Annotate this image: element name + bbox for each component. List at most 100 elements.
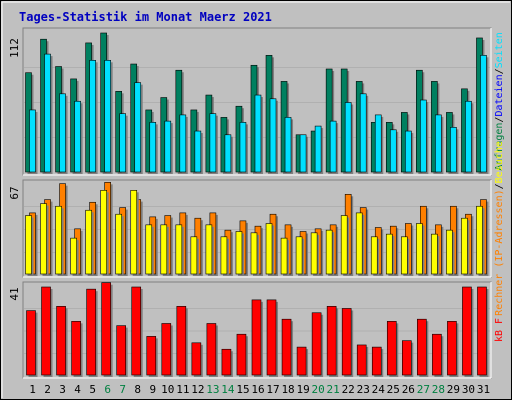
bar-kbf [86, 288, 98, 377]
bar-face [355, 212, 363, 275]
bar-face [119, 113, 126, 173]
bar-face [435, 114, 442, 173]
bar-face [280, 237, 288, 275]
bar-face [220, 236, 228, 275]
bar-face [235, 231, 243, 275]
bar-face [86, 288, 96, 376]
bar-files [44, 53, 53, 174]
bar-face [269, 98, 277, 173]
bar-face [104, 60, 111, 173]
bar-face [420, 99, 427, 173]
bar-visits [325, 229, 335, 276]
bar-files [269, 98, 279, 174]
bar-face [477, 286, 487, 376]
x-tick-label: 23 [357, 383, 370, 396]
bar-files [480, 55, 489, 174]
x-tick-label: 20 [312, 383, 325, 396]
bar-kbf [101, 282, 113, 377]
bar-visits [220, 236, 229, 276]
bar-face [179, 114, 187, 173]
bar-kbf [71, 321, 83, 377]
x-tick-label: 5 [89, 383, 96, 396]
legend-part: Besuche [494, 141, 505, 183]
bar-files [209, 113, 218, 174]
bars-top [25, 32, 489, 175]
series-legend-label: Rechner (IP-Adressen)/Besuche [494, 141, 505, 316]
bar-kbf [462, 286, 474, 377]
bar-face [164, 120, 172, 173]
bar-face [416, 223, 423, 275]
bar-face [134, 82, 142, 173]
bar-face [194, 130, 202, 173]
bar-face [145, 224, 153, 275]
x-tick-label: 8 [134, 383, 141, 396]
legend-part: / [494, 117, 505, 123]
bar-face [462, 286, 472, 376]
bar-face [461, 217, 468, 275]
x-tick-label: 3 [59, 383, 66, 396]
bar-kbf [311, 312, 324, 377]
bar-kbf [26, 310, 38, 377]
bar-kbf [477, 286, 489, 377]
bar-face [417, 318, 427, 376]
bar-face [432, 333, 442, 376]
bar-face [101, 282, 111, 376]
chart-panel-middle: 67 Rechner (IP-Adressen)/Besuche [8, 141, 505, 316]
bar-visits [265, 223, 275, 276]
bar-kbf [236, 333, 248, 377]
bar-face [190, 236, 198, 275]
bar-files [420, 99, 429, 174]
x-tick-label: 19 [296, 383, 309, 396]
x-tick-label: 28 [432, 383, 445, 396]
bar-files [239, 122, 248, 174]
bar-face [161, 323, 172, 376]
bar-face [326, 306, 337, 376]
bar-face [266, 299, 277, 376]
x-tick-label: 10 [161, 383, 174, 396]
bar-face [71, 321, 81, 376]
y-max-label: 41 [8, 287, 21, 300]
bar-visits [310, 232, 320, 276]
x-tick-label: 12 [191, 383, 204, 396]
bar-face [175, 224, 183, 275]
bar-files [435, 114, 444, 174]
bar-face [450, 127, 457, 173]
bar-face [251, 299, 262, 376]
bar-visits [100, 190, 109, 276]
bar-visits [145, 224, 154, 276]
bar-face [146, 336, 157, 376]
bar-kbf [116, 325, 128, 377]
bar-kbf [176, 306, 188, 377]
bar-files [405, 130, 414, 174]
bar-face [209, 113, 217, 173]
bar-face [191, 342, 202, 376]
bar-files [59, 93, 68, 174]
bar-files [179, 114, 188, 174]
bar-face [374, 114, 382, 173]
bar-visits [115, 213, 124, 276]
bar-face [56, 306, 66, 376]
x-tick-label: 13 [206, 383, 219, 396]
bar-face [224, 134, 232, 173]
bar-face [281, 318, 292, 376]
bar-face [206, 323, 217, 376]
legend-part: / [494, 68, 505, 74]
x-tick-label: 17 [266, 383, 279, 396]
bar-face [295, 236, 303, 275]
x-tick-label: 25 [387, 383, 400, 396]
legend-part: Seiten [494, 32, 505, 68]
bar-visits [431, 233, 440, 276]
bar-face [340, 215, 348, 275]
bar-kbf [161, 323, 173, 377]
bar-face [480, 55, 487, 173]
bar-face [476, 205, 483, 275]
bar-kbf [131, 286, 143, 377]
bar-files [465, 100, 474, 174]
bar-kbf [206, 323, 218, 377]
bar-face [341, 308, 352, 376]
bar-face [405, 130, 412, 173]
x-tick-label: 29 [447, 383, 460, 396]
y-max-label: 67 [8, 186, 21, 199]
bar-visits [280, 237, 290, 276]
